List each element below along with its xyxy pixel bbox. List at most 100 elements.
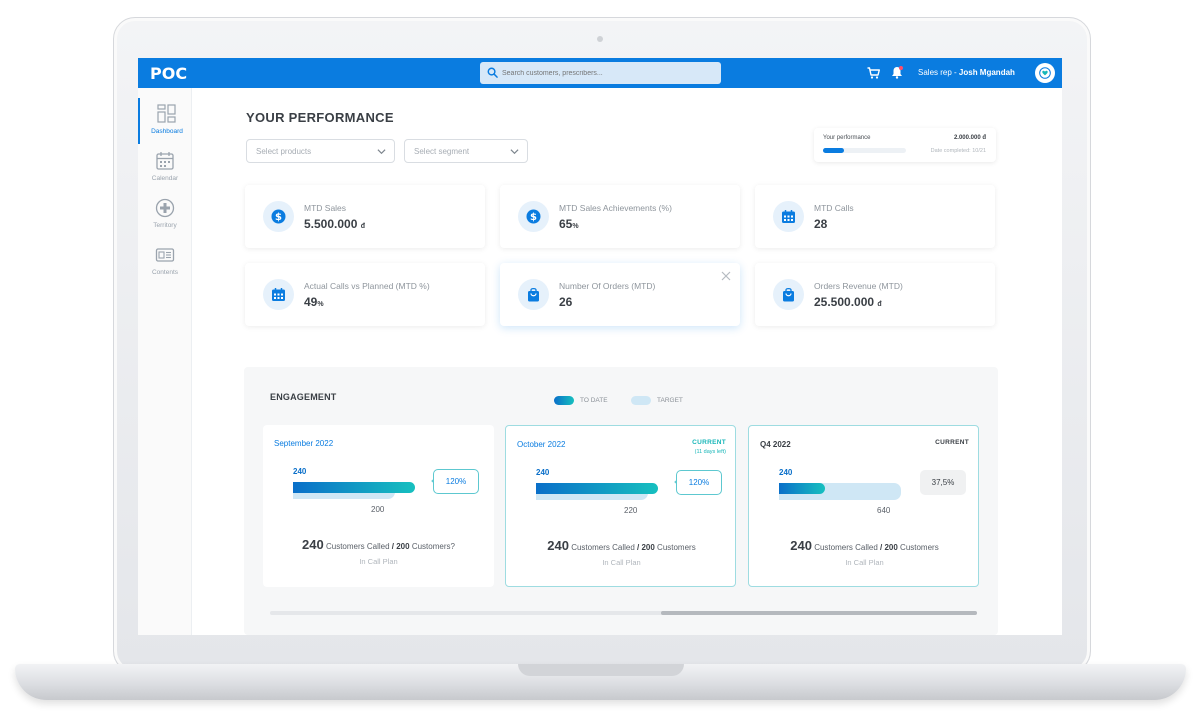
- calendar-icon: [272, 288, 285, 301]
- percent-value: 120%: [445, 477, 467, 486]
- bar-target-label: 200: [371, 505, 385, 514]
- app-logo[interactable]: POC: [150, 64, 188, 83]
- calendar-icon: [782, 210, 795, 223]
- card-plan-label: In Call Plan: [845, 558, 884, 567]
- kpi-card-mtd-calls[interactable]: MTD Calls 28: [755, 185, 995, 248]
- bar-target-label: 640: [877, 506, 891, 515]
- kpi-value: 25.500.000 đ: [814, 295, 882, 309]
- user-info: Sales rep - Josh Mgandah: [918, 68, 1015, 77]
- products-select[interactable]: Select products: [246, 139, 395, 163]
- legend-swatch-target: [631, 396, 651, 405]
- kpi-icon-circle: [773, 279, 804, 310]
- search-box[interactable]: [480, 62, 721, 84]
- kpi-unit: %: [317, 301, 324, 308]
- shopping-bag-icon: [783, 288, 794, 302]
- kpi-unit: đ: [360, 223, 366, 230]
- performance-summary: Your performance 2.000.000 đ Date comple…: [814, 128, 996, 162]
- summary-text: Customers Called: [568, 543, 637, 552]
- chevron-down-icon: [377, 149, 386, 155]
- card-summary: 240 Customers Called / 200 Customers: [506, 538, 737, 553]
- svg-text:$: $: [530, 212, 537, 223]
- engagement-card[interactable]: October 2022 CURRENT (11 days left) 240 …: [505, 425, 736, 587]
- kpi-value: 49%: [304, 295, 324, 309]
- sidebar-item-territory[interactable]: Territory: [138, 192, 192, 238]
- kpi-unit: đ: [877, 301, 882, 308]
- engagement-section: ENGAGEMENT TO DATE TARGET September 2022…: [244, 367, 998, 635]
- sidebar-item-dashboard[interactable]: Dashboard: [138, 98, 192, 144]
- bar-to-date: [293, 482, 415, 493]
- summary-text: Customers Called: [811, 543, 880, 552]
- kpi-number: 25.500.000: [814, 295, 875, 309]
- territory-icon: [155, 198, 175, 218]
- segment-select[interactable]: Select segment: [404, 139, 528, 163]
- summary-text: Customers Called: [323, 542, 392, 551]
- summary-end: Customers: [897, 543, 939, 552]
- legend-label: TARGET: [657, 397, 683, 404]
- kpi-value: 5.500.000 đ: [304, 217, 365, 231]
- bar-actual-label: 240: [779, 468, 793, 477]
- sidebar-item-label: Territory: [153, 222, 177, 229]
- percent-callout: 120%: [433, 469, 479, 494]
- kpi-card-mtd-sales[interactable]: $ MTD Sales 5.500.000 đ: [245, 185, 485, 248]
- kpi-card-actual-calls-vs-planned[interactable]: Actual Calls vs Planned (MTD %) 49%: [245, 263, 485, 326]
- engagement-card[interactable]: Q4 2022 CURRENT 240 640 37,5% 240 Custom…: [748, 425, 979, 587]
- avatar-logo-icon: [1039, 67, 1051, 79]
- called-count: 240: [790, 538, 812, 553]
- kpi-number: 65: [559, 217, 573, 231]
- bar-actual-label: 240: [536, 468, 550, 477]
- search-input[interactable]: [502, 65, 712, 81]
- horizontal-scrollbar[interactable]: [270, 611, 977, 615]
- performance-date-completed: Date completed: 10/21: [930, 148, 986, 154]
- bar-actual-label: 240: [293, 467, 307, 476]
- bar-to-date: [779, 483, 825, 494]
- card-period: Q4 2022: [760, 440, 791, 449]
- called-count: 240: [302, 537, 324, 552]
- engagement-card[interactable]: September 2022 240 200 120% 240 Customer…: [263, 425, 494, 587]
- sidebar-item-label: Calendar: [151, 175, 179, 182]
- app-screen: POC Sales rep - Josh Mgandah Dashboard C…: [138, 58, 1062, 635]
- card-summary: 240 Customers Called / 200 Customers: [749, 538, 980, 553]
- scrollbar-thumb[interactable]: [661, 611, 977, 615]
- cart-icon[interactable]: [867, 67, 880, 79]
- kpi-card-orders-revenue[interactable]: Orders Revenue (MTD) 25.500.000 đ: [755, 263, 995, 326]
- shopping-bag-icon: [528, 288, 539, 302]
- kpi-value: 65%: [559, 217, 579, 231]
- percent-value: 37,5%: [931, 478, 955, 487]
- kpi-number: 5.500.000: [304, 217, 358, 231]
- kpi-value: 28: [814, 217, 827, 231]
- performance-progress-track: [823, 148, 906, 153]
- bar-target-label: 220: [624, 506, 638, 515]
- close-icon[interactable]: [721, 271, 731, 281]
- kpi-card-mtd-sales-achievements[interactable]: $ MTD Sales Achievements (%) 65%: [500, 185, 740, 248]
- top-bar: POC Sales rep - Josh Mgandah: [138, 58, 1062, 88]
- kpi-icon-circle: [263, 279, 294, 310]
- sidebar-item-label: Contents: [151, 269, 179, 276]
- dollar-icon: $: [526, 209, 541, 224]
- avatar[interactable]: [1035, 63, 1055, 83]
- dollar-icon: $: [271, 209, 286, 224]
- card-plan-label: In Call Plan: [602, 558, 641, 567]
- days-left: (11 days left): [694, 449, 726, 455]
- card-period: September 2022: [274, 439, 334, 448]
- card-summary: 240 Customers Called / 200 Customers?: [263, 537, 494, 552]
- user-name: Josh Mgandah: [958, 68, 1015, 77]
- bar-to-date: [536, 483, 658, 494]
- total-count: / 200: [880, 543, 898, 552]
- svg-text:$: $: [275, 212, 282, 223]
- current-tag: CURRENT: [935, 439, 969, 446]
- sidebar-item-contents[interactable]: Contents: [138, 239, 192, 285]
- page-title: YOUR PERFORMANCE: [246, 110, 394, 125]
- kpi-label: Orders Revenue (MTD): [814, 281, 903, 291]
- segment-select-placeholder: Select segment: [414, 147, 470, 156]
- legend-swatch-to-date: [554, 396, 574, 405]
- summary-end: Customers?: [409, 542, 455, 551]
- kpi-unit: %: [572, 223, 579, 230]
- sidebar-item-calendar[interactable]: Calendar: [138, 145, 192, 191]
- kpi-icon-circle: [773, 201, 804, 232]
- percent-callout: 120%: [676, 470, 722, 495]
- kpi-card-number-of-orders[interactable]: Number Of Orders (MTD) 26: [500, 263, 740, 326]
- user-role: Sales rep -: [918, 68, 959, 77]
- contents-icon: [155, 248, 175, 262]
- laptop-base-notch: [518, 664, 684, 676]
- kpi-icon-circle: [518, 279, 549, 310]
